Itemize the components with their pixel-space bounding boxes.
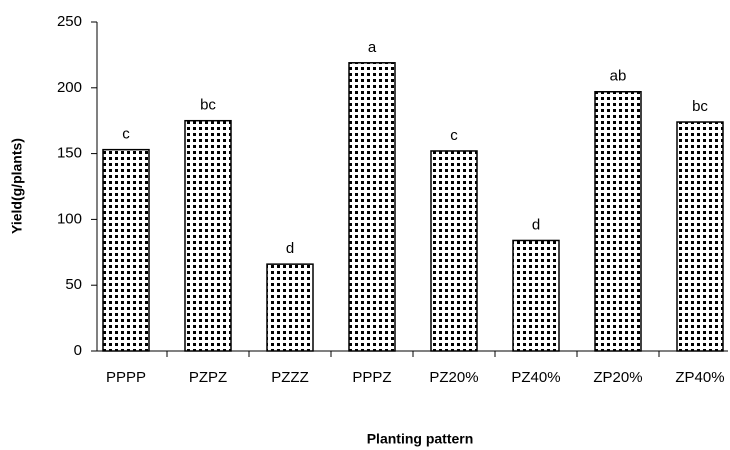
x-tick-label: PZZZ <box>271 369 309 386</box>
bar <box>430 150 478 352</box>
annotation: d <box>286 240 294 257</box>
x-tick-label: PZ20% <box>429 369 478 386</box>
annotation: bc <box>692 98 708 115</box>
x-tick-label: PZ40% <box>511 369 560 386</box>
y-axis-label: Yield(g/plants) <box>9 138 25 234</box>
y-tick-label: 50 <box>65 276 82 293</box>
y-tick-label: 200 <box>57 79 82 96</box>
annotation: c <box>450 127 458 144</box>
x-axis-label: Planting pattern <box>367 431 474 447</box>
bar <box>348 62 396 352</box>
annotation: d <box>532 216 540 233</box>
bar <box>102 148 150 352</box>
annotation: c <box>122 126 130 143</box>
annotation: a <box>368 39 377 56</box>
annotation: bc <box>200 97 216 114</box>
y-tick-label: 250 <box>57 13 82 30</box>
y-tick-label: 100 <box>57 210 82 227</box>
x-tick-label: ZP20% <box>593 369 642 386</box>
y-tick-label: 0 <box>74 342 82 359</box>
x-tick-label: PPPP <box>106 369 146 386</box>
x-tick-label: PZPZ <box>189 369 227 386</box>
x-tick-label: ZP40% <box>675 369 724 386</box>
y-tick-label: 150 <box>57 145 82 162</box>
bar <box>266 263 314 352</box>
x-tick-label: PPPZ <box>352 369 391 386</box>
bar <box>676 121 724 352</box>
bar <box>512 239 560 352</box>
bar <box>184 119 232 352</box>
bar <box>594 90 642 352</box>
annotation: ab <box>610 68 627 85</box>
